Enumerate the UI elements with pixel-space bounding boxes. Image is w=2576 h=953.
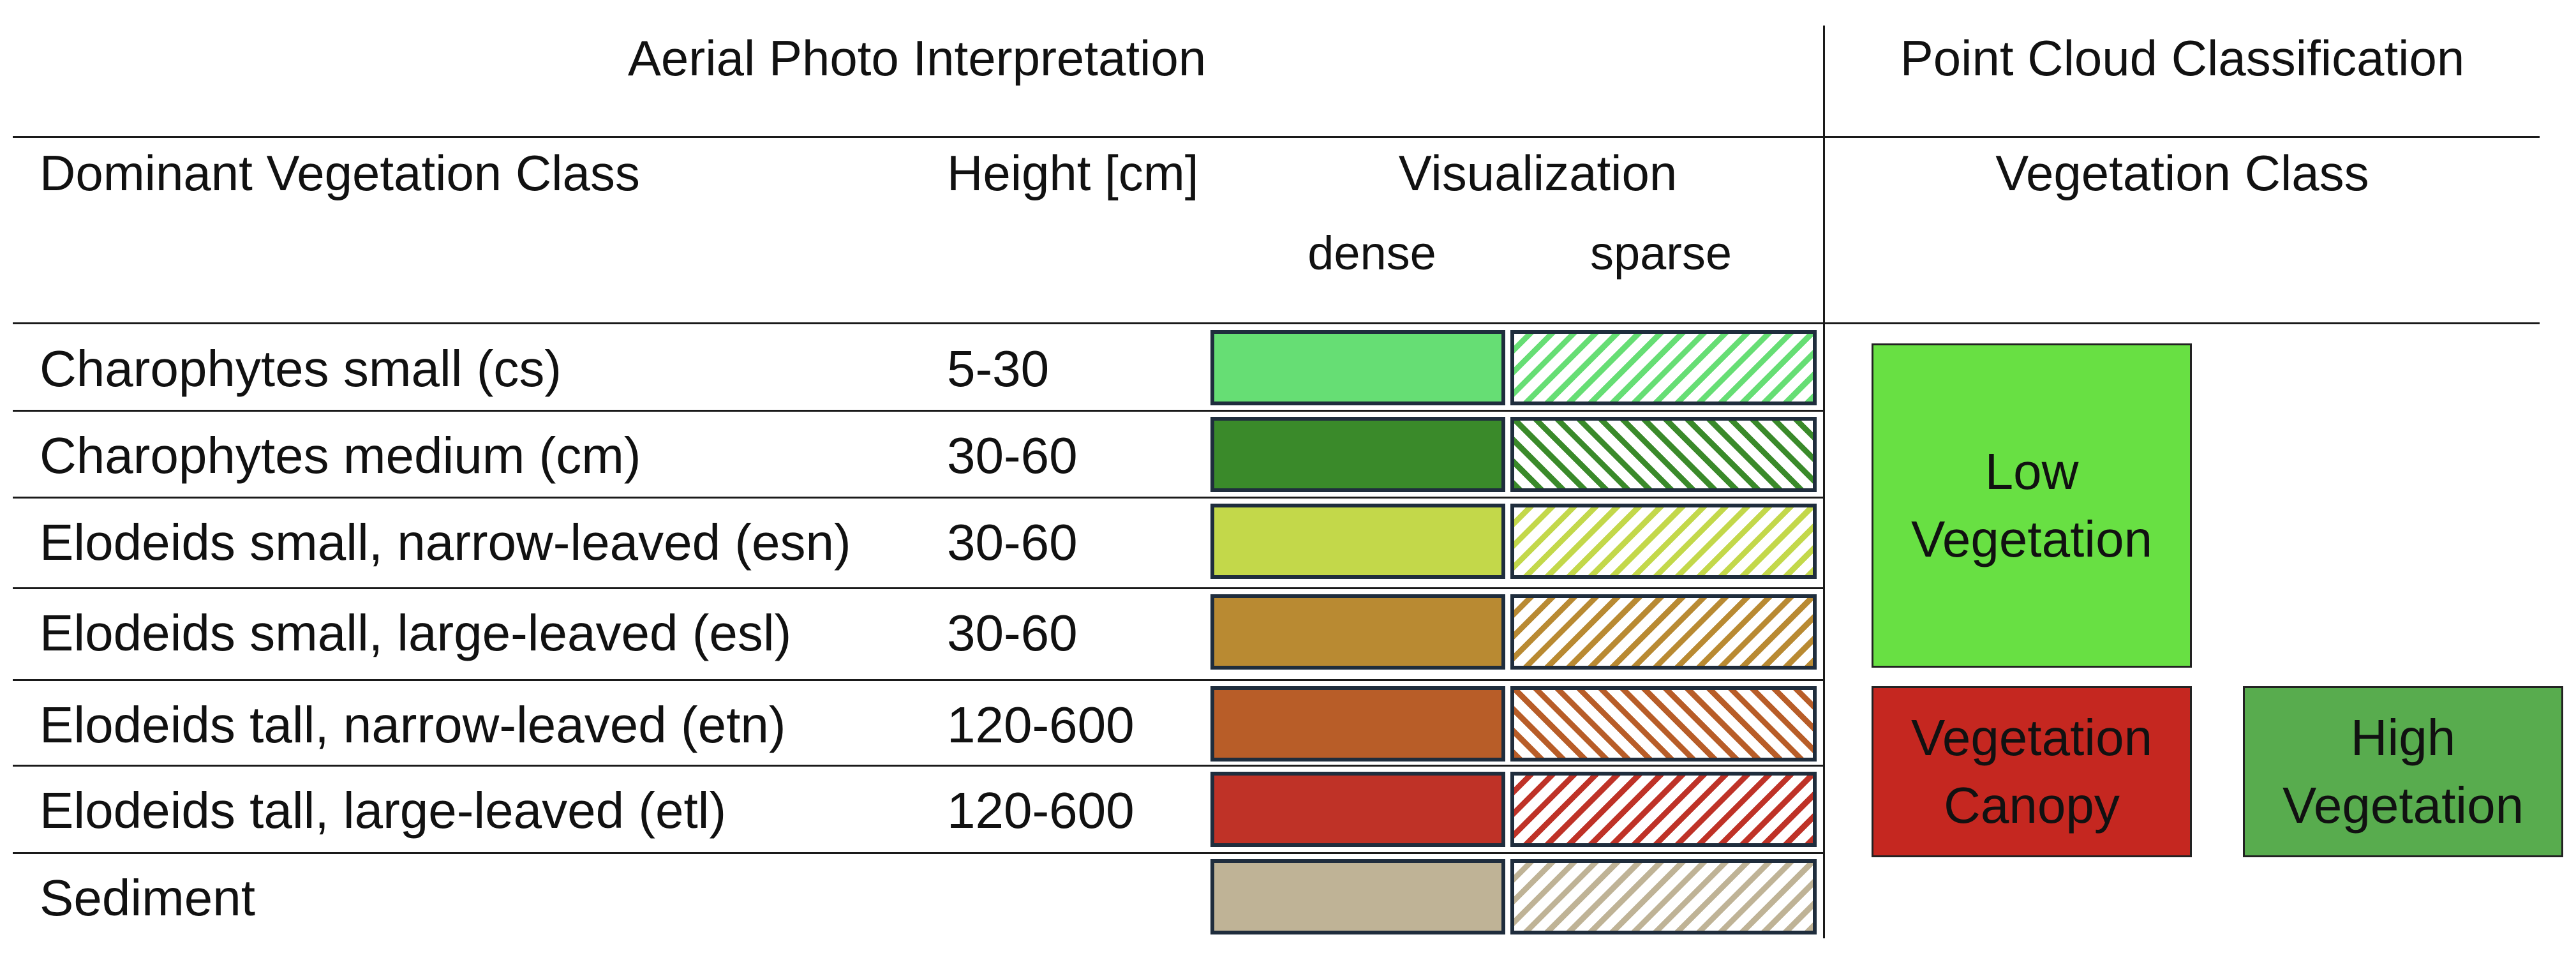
section-divider	[1823, 26, 1825, 938]
sparse-swatch	[1510, 417, 1817, 492]
row-height-range: 30-60	[947, 427, 1078, 484]
dense-swatch	[1210, 594, 1505, 670]
dense-swatch	[1210, 417, 1505, 492]
class-label-low-line2: Vegetation	[1910, 511, 2153, 567]
row-class-name: Elodeids tall, large-leaved (etl)	[40, 782, 727, 839]
column-header-height: Height [cm]	[947, 145, 1199, 201]
class-label-high-line2: Vegetation	[2282, 777, 2524, 834]
sparse-swatch	[1510, 686, 1817, 762]
class-label-low-line1: Low	[1984, 443, 2079, 500]
row-class-name: Sediment	[40, 869, 255, 926]
column-header-visualization: Visualization	[1398, 145, 1678, 201]
row-divider	[13, 410, 1825, 412]
row-divider	[13, 852, 1825, 854]
sparse-swatch	[1510, 772, 1817, 847]
column-header-class: Dominant Vegetation Class	[40, 145, 640, 201]
sparse-swatch	[1510, 504, 1817, 579]
sparse-swatch	[1510, 330, 1817, 405]
row-height-range: 30-60	[947, 604, 1078, 661]
row-divider	[13, 679, 1825, 681]
point-cloud-header: Point Cloud Classification	[1900, 30, 2465, 86]
row-class-name: Elodeids small, large-leaved (esl)	[40, 604, 792, 661]
sparse-swatch	[1510, 859, 1817, 934]
class-box-low-vegetation: Low Vegetation	[1872, 343, 2192, 668]
row-height-range: 120-600	[947, 696, 1135, 753]
dense-swatch	[1210, 686, 1505, 762]
row-height-range: 120-600	[947, 782, 1135, 839]
sparse-swatch	[1510, 594, 1817, 670]
class-label-high-line1: High	[2350, 709, 2456, 767]
aerial-photo-header: Aerial Photo Interpretation	[627, 30, 1207, 86]
column-header-sparse: sparse	[1590, 227, 1732, 280]
row-divider	[13, 497, 1825, 499]
class-label-canopy-line2: Canopy	[1944, 777, 2120, 834]
row-class-name: Charophytes medium (cm)	[40, 427, 641, 484]
row-class-name: Elodeids tall, narrow-leaved (etn)	[40, 696, 786, 753]
column-header-dense: dense	[1307, 227, 1436, 280]
class-box-vegetation-canopy: Vegetation Canopy	[1872, 686, 2192, 857]
class-box-high-vegetation: High Vegetation	[2243, 686, 2563, 857]
dense-swatch	[1210, 772, 1505, 847]
row-divider	[13, 587, 1825, 589]
header-rule	[13, 136, 2540, 138]
row-divider	[13, 765, 1825, 767]
class-label-canopy-line1: Vegetation	[1910, 709, 2153, 767]
row-class-name: Elodeids small, narrow-leaved (esn)	[40, 514, 851, 571]
row-height-range: 5-30	[947, 340, 1050, 397]
dense-swatch	[1210, 330, 1505, 405]
dense-swatch	[1210, 504, 1505, 579]
column-header-rule	[13, 322, 2540, 324]
row-height-range: 30-60	[947, 514, 1078, 571]
row-class-name: Charophytes small (cs)	[40, 340, 562, 397]
dense-swatch	[1210, 859, 1505, 934]
column-header-vegetation-class: Vegetation Class	[1995, 145, 2369, 201]
